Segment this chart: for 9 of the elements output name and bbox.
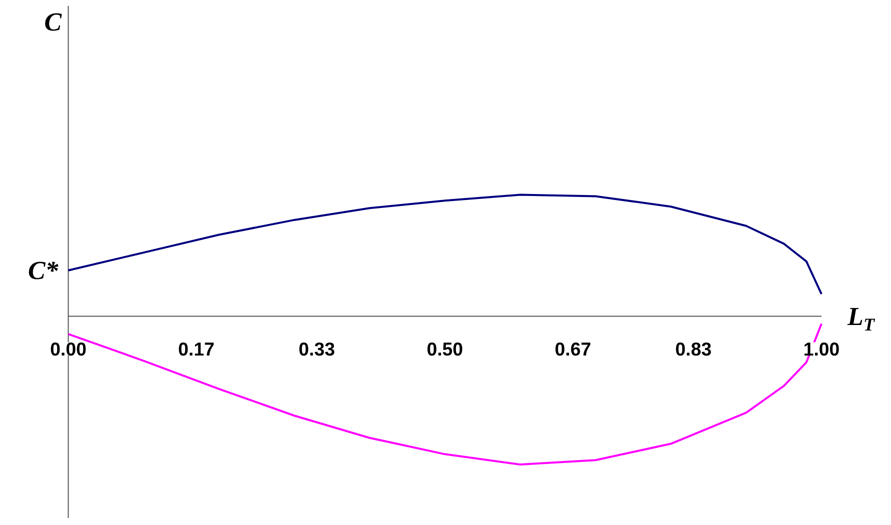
annotation: C*	[28, 256, 60, 285]
x-tick-label: 1.00	[803, 338, 840, 360]
x-tick-label: 0.33	[298, 338, 335, 360]
x-tick-label: 0.50	[426, 338, 464, 360]
x-tick-label: 0.67	[554, 338, 592, 360]
x-tick-label: 0.17	[178, 338, 214, 360]
x-tick-label: 0.00	[50, 338, 86, 360]
x-tick-label: 0.83	[675, 338, 712, 360]
text: C	[44, 7, 62, 36]
